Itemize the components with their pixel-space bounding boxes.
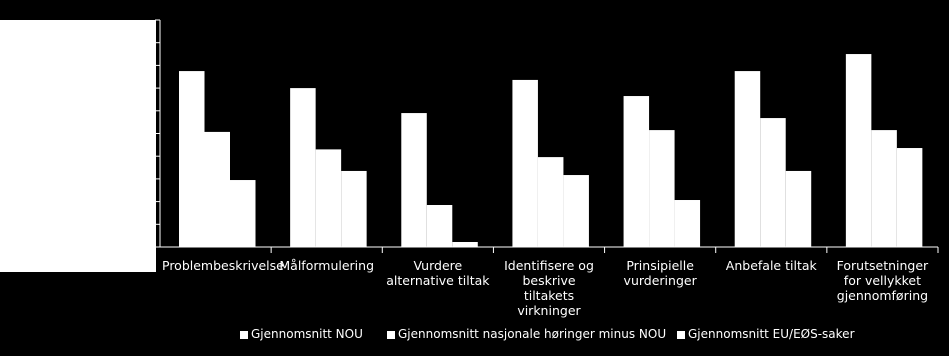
bar: [563, 175, 589, 247]
bar: [623, 96, 650, 247]
bar: [674, 200, 701, 247]
bar: [845, 54, 872, 247]
legend-swatch: [240, 331, 248, 339]
bar: [871, 130, 897, 247]
x-tick-label: Målformulering: [279, 258, 375, 273]
legend-label: Gjennomsnitt nasjonale høringer minus NO…: [398, 327, 667, 341]
bar: [512, 79, 538, 247]
bar: [452, 242, 478, 247]
x-tick-label: Vurdere alternative tiltak: [386, 258, 490, 288]
bar: [179, 71, 205, 247]
legend-label: Gjennomsnitt NOU: [251, 327, 363, 341]
x-tick-label: Problembeskrivelse: [162, 258, 284, 273]
legend-label: Gjennomsnitt EU/EØS-saker: [688, 327, 855, 341]
bar: [290, 88, 316, 247]
bar: [230, 180, 256, 247]
x-tick-label: Identifisere og beskrive tiltakets virkn…: [504, 258, 594, 318]
bar: [734, 71, 761, 247]
bar: [649, 130, 675, 247]
bar: [341, 170, 367, 247]
bar: [315, 149, 342, 247]
cover-box: [0, 20, 156, 272]
legend-swatch: [677, 331, 685, 339]
bar: [896, 148, 923, 247]
bar: [426, 205, 453, 247]
x-tick-label: Anbefale tiltak: [725, 258, 817, 273]
bar: [785, 170, 812, 247]
legend-swatch: [387, 331, 395, 339]
bar: [537, 157, 564, 247]
bar: [401, 113, 427, 247]
bar: [204, 131, 230, 247]
x-tick-label: Forutsetninger for vellykket gjennomføri…: [836, 258, 929, 303]
x-tick-label: Prinsipielle vurderinger: [623, 258, 697, 288]
bar: [760, 118, 786, 248]
